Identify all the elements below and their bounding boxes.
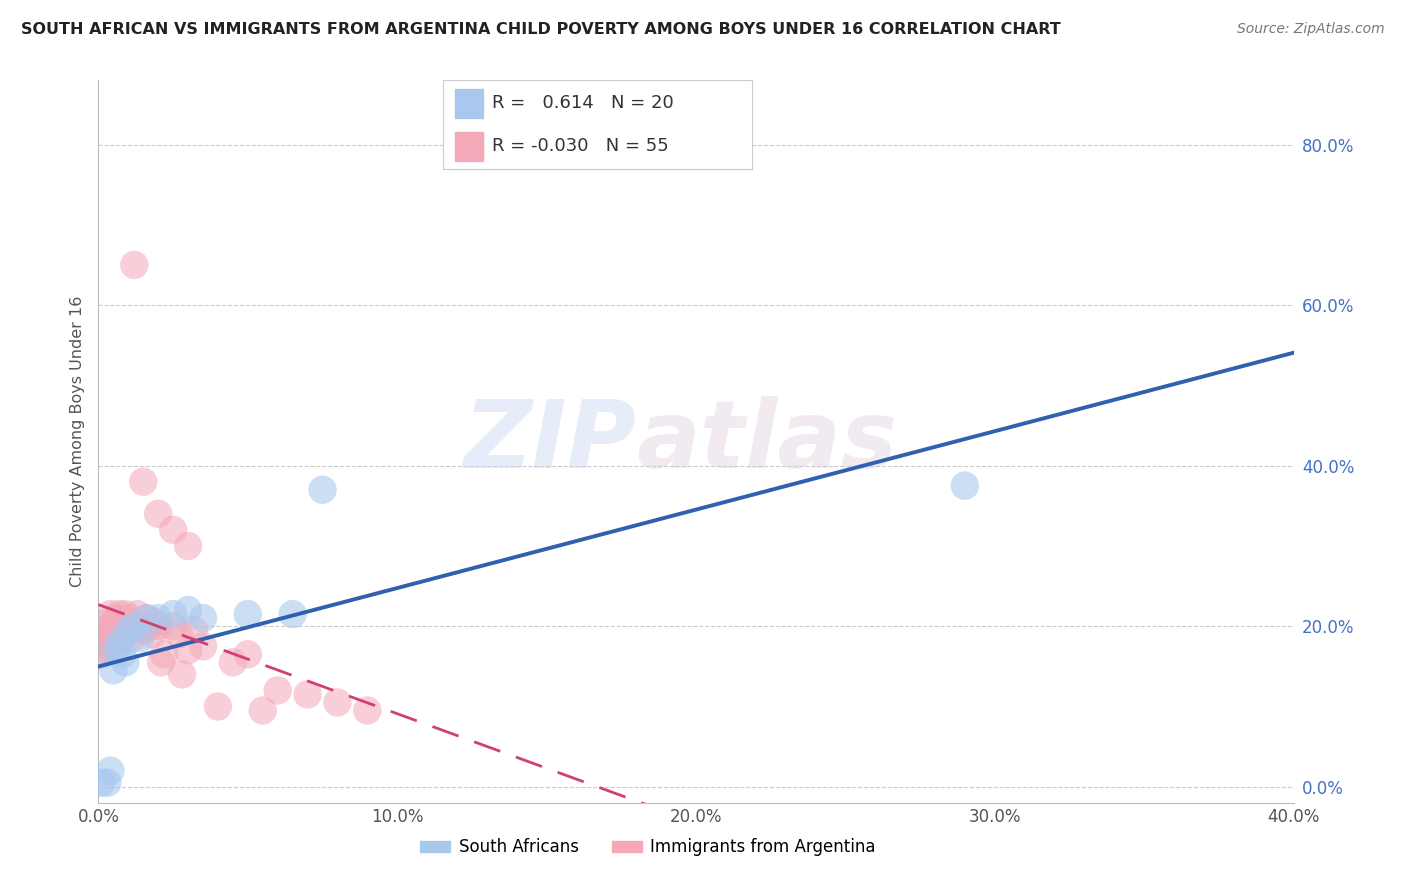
Point <box>236 607 259 621</box>
Text: ZIP: ZIP <box>464 395 637 488</box>
Point <box>98 607 122 621</box>
Point <box>93 643 115 657</box>
Point <box>148 507 170 521</box>
Point <box>111 623 134 637</box>
Point <box>96 615 118 630</box>
Bar <box>456 132 484 161</box>
Point <box>105 643 128 657</box>
Point <box>96 635 118 649</box>
Point <box>143 615 166 630</box>
Point <box>153 648 176 662</box>
Text: atlas: atlas <box>637 395 897 488</box>
Point <box>103 632 125 646</box>
Point <box>105 611 128 625</box>
Point <box>167 627 190 641</box>
Text: SOUTH AFRICAN VS IMMIGRANTS FROM ARGENTINA CHILD POVERTY AMONG BOYS UNDER 16 COR: SOUTH AFRICAN VS IMMIGRANTS FROM ARGENTI… <box>21 22 1062 37</box>
Point <box>129 632 152 646</box>
Point <box>356 703 378 717</box>
Point <box>267 683 290 698</box>
Point <box>98 627 122 641</box>
Point <box>108 619 131 633</box>
Point <box>124 619 146 633</box>
Point <box>132 475 155 489</box>
Point <box>191 611 214 625</box>
Point <box>177 603 200 617</box>
Point <box>222 655 245 669</box>
Point <box>111 648 134 662</box>
Point <box>311 483 333 497</box>
Point <box>127 607 149 621</box>
Point <box>93 632 115 646</box>
Point <box>90 648 112 662</box>
Point <box>98 619 122 633</box>
Point <box>103 619 125 633</box>
Point <box>183 623 205 637</box>
Point <box>90 639 112 653</box>
Text: R =   0.614   N = 20: R = 0.614 N = 20 <box>492 95 673 112</box>
Point <box>236 648 259 662</box>
Point <box>117 623 139 637</box>
Point <box>103 639 125 653</box>
Point <box>124 258 146 272</box>
Point <box>114 607 136 621</box>
Text: R = -0.030   N = 55: R = -0.030 N = 55 <box>492 137 669 155</box>
Legend: South Africans, Immigrants from Argentina: South Africans, Immigrants from Argentin… <box>413 831 883 863</box>
Point <box>135 611 157 625</box>
Bar <box>456 89 484 118</box>
Point <box>297 687 319 701</box>
Point <box>177 643 200 657</box>
Point <box>114 655 136 669</box>
Point <box>111 632 134 646</box>
Point <box>162 619 184 633</box>
Point <box>150 655 173 669</box>
Point <box>132 623 155 637</box>
Point <box>252 703 274 717</box>
Y-axis label: Child Poverty Among Boys Under 16: Child Poverty Among Boys Under 16 <box>69 296 84 587</box>
Point <box>172 667 194 681</box>
Point <box>96 776 118 790</box>
Point <box>103 664 125 678</box>
Point <box>114 619 136 633</box>
Point <box>117 623 139 637</box>
Point <box>120 619 142 633</box>
Point <box>108 635 131 649</box>
Point <box>138 619 160 633</box>
Point <box>98 764 122 778</box>
Point <box>953 478 976 492</box>
Point <box>141 627 163 641</box>
Point <box>162 523 184 537</box>
Point <box>105 623 128 637</box>
Point <box>108 607 131 621</box>
Point <box>162 607 184 621</box>
Point <box>148 611 170 625</box>
Point <box>207 699 229 714</box>
Point <box>129 619 152 633</box>
Point <box>191 639 214 653</box>
Point <box>148 619 170 633</box>
Point <box>90 776 112 790</box>
Point <box>281 607 304 621</box>
Point <box>135 611 157 625</box>
Point <box>177 539 200 553</box>
Point <box>96 623 118 637</box>
Point <box>117 611 139 625</box>
Point <box>326 696 349 710</box>
Text: Source: ZipAtlas.com: Source: ZipAtlas.com <box>1237 22 1385 37</box>
Point <box>124 623 146 637</box>
Point <box>120 632 142 646</box>
